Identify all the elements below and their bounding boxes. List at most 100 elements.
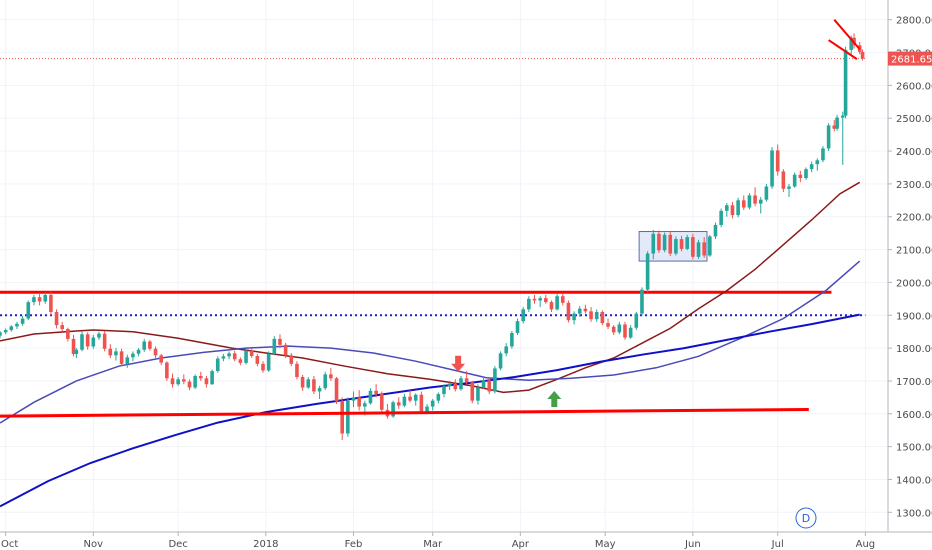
candle-up — [594, 311, 599, 320]
candle-up — [142, 341, 147, 350]
candle-down — [295, 363, 299, 377]
candle-down — [289, 355, 294, 364]
candle-down — [249, 350, 254, 356]
horizontal-levels — [0, 58, 866, 317]
candle-up — [306, 379, 311, 388]
y-tick-label: 1700.00 — [896, 377, 932, 388]
candle-down — [283, 344, 288, 356]
candle-down — [60, 325, 65, 330]
candle-up — [809, 164, 814, 170]
candle-down — [470, 382, 475, 401]
candle-down — [730, 205, 735, 216]
candle-up — [504, 346, 509, 354]
candle-up — [210, 371, 214, 385]
y-tick-label: 2800.00 — [896, 16, 932, 27]
candle-down — [606, 323, 610, 327]
candle-down — [148, 341, 152, 349]
x-tick-label: Nov — [84, 539, 104, 550]
candle-down — [108, 348, 113, 356]
candle-down — [187, 381, 192, 388]
candle-up — [555, 296, 559, 310]
candle-down — [532, 298, 537, 301]
candle-up — [215, 358, 220, 372]
candle-up — [266, 354, 271, 371]
y-tick-label: 1400.00 — [896, 475, 932, 486]
candle-up — [527, 298, 531, 310]
candle-up — [20, 318, 25, 324]
candle-down — [419, 394, 424, 412]
candle-down — [71, 338, 76, 355]
candle-up — [840, 115, 845, 118]
last-price-tag: 2681.65 — [888, 51, 932, 66]
candle-down — [691, 237, 695, 257]
candle-down — [204, 378, 209, 385]
y-tick-label: 2500.00 — [896, 114, 932, 125]
candle-down — [37, 297, 42, 302]
candle-up — [227, 353, 231, 357]
candle-up — [80, 334, 84, 350]
interval-badge-circle[interactable] — [795, 507, 817, 529]
candle-up — [685, 237, 690, 249]
highlight-box-layer — [638, 231, 708, 262]
candle-down — [312, 379, 316, 392]
candle-up — [346, 400, 350, 434]
candle-up — [413, 394, 418, 401]
candle-up — [764, 186, 769, 200]
y-tick-label: 2000.00 — [896, 278, 932, 289]
candle-up — [476, 387, 480, 401]
candle-up — [821, 148, 825, 161]
candle-down — [464, 378, 469, 383]
candle-up — [15, 323, 19, 327]
candle-down — [85, 334, 90, 347]
candle-down — [549, 302, 554, 310]
candle-up — [391, 402, 395, 417]
candle-up — [628, 327, 633, 338]
candle-down — [102, 333, 107, 349]
sell-arrow-icon — [451, 355, 466, 372]
x-tick-label: Jun — [684, 539, 701, 550]
candle-up — [792, 174, 797, 187]
y-tick-label: 1500.00 — [896, 443, 932, 454]
candle-down — [781, 171, 786, 189]
candle-up — [640, 289, 644, 314]
candle-up — [317, 388, 322, 392]
x-tick-label: Apr — [512, 539, 530, 550]
x-axis[interactable]: Oct Nov Dec 2018 Feb Mar Apr May Jun Jul Aug — [0, 531, 932, 550]
candle-down — [182, 379, 186, 382]
y-tick-label: 2100.00 — [896, 246, 932, 257]
candle-up — [447, 383, 452, 387]
candle-up — [572, 313, 576, 321]
consolidation-box — [638, 231, 708, 262]
candle-up — [368, 390, 373, 404]
candle-up — [131, 353, 135, 358]
candle-up — [651, 233, 656, 254]
candle-up — [849, 37, 854, 50]
x-tick-label: Jul — [771, 539, 784, 550]
candle-up — [402, 396, 407, 406]
candle-up — [74, 349, 79, 355]
candle-up — [843, 49, 848, 116]
y-tick-label: 1900.00 — [896, 311, 932, 322]
candle-up — [662, 234, 667, 251]
interval-badge[interactable]: D — [795, 507, 817, 529]
candle-up — [32, 297, 36, 303]
candle-up — [696, 242, 701, 257]
candle-up — [577, 308, 582, 314]
candle-up — [815, 160, 820, 165]
y-tick-label: 2600.00 — [896, 81, 932, 92]
candle-up — [43, 294, 48, 302]
candle-down — [119, 351, 124, 364]
candle-down — [408, 396, 412, 401]
candle-down — [278, 338, 282, 345]
interval-badge-label: D — [802, 512, 810, 525]
candle-down — [668, 234, 673, 254]
candle-up — [674, 239, 678, 254]
candle-up — [787, 186, 791, 189]
candle-down — [657, 233, 661, 251]
y-axis[interactable]: 1300.00 1400.00 1500.00 1600.00 1700.00 1800.… — [887, 0, 932, 532]
candle-up — [430, 400, 435, 407]
candle-up — [538, 298, 542, 301]
candle-down — [238, 359, 243, 363]
candle-up — [3, 330, 8, 333]
